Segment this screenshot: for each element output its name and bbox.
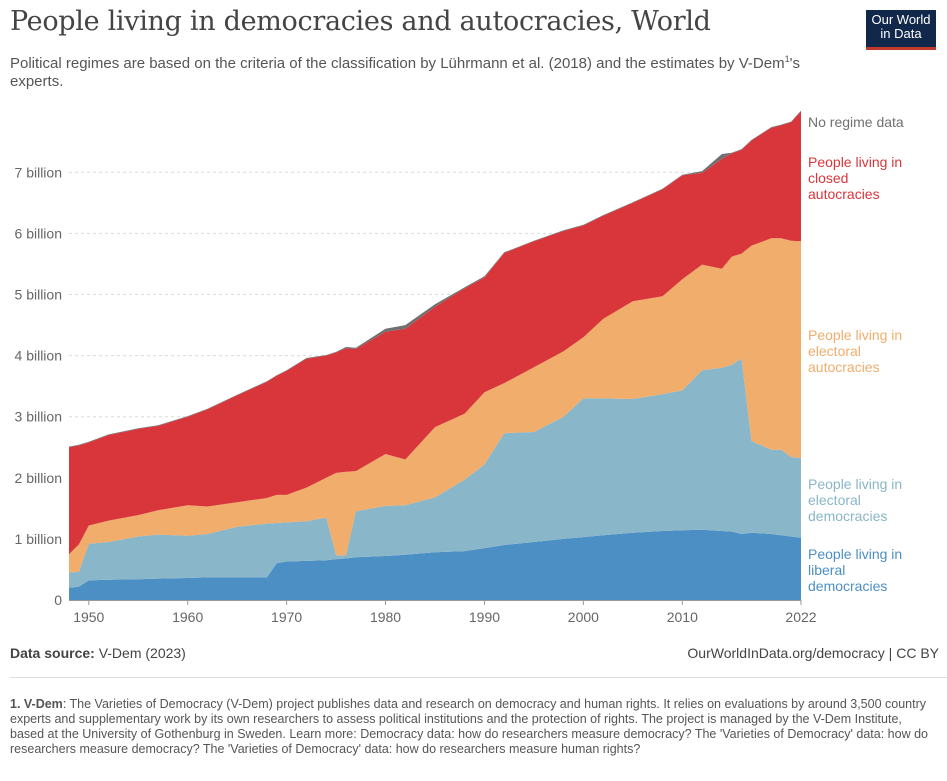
subtitle-text-end: 's experts.: [10, 55, 800, 90]
x-tick-label: 2010: [667, 609, 698, 625]
series-label-electoral-democracy: People living in electoral democracies: [808, 476, 902, 524]
area-liberal[interactable]: [69, 529, 801, 600]
area-electoral-autocracy[interactable]: [69, 238, 801, 573]
series-label-line: People living in: [808, 546, 902, 562]
series-label-line: liberal: [808, 562, 845, 578]
source-url[interactable]: OurWorldInData.org/democracy | CC BY: [687, 645, 939, 661]
y-tick-label: 6 billion: [15, 225, 62, 241]
x-tick-label: 1990: [469, 609, 500, 625]
x-tick-label: 1950: [73, 609, 104, 625]
area-electoral-democracy[interactable]: [69, 358, 801, 588]
x-tick-label: 1970: [271, 609, 302, 625]
area-series-group[interactable]: [69, 110, 801, 600]
series-label-line: electoral: [808, 492, 861, 508]
series-label-line: People living in: [808, 327, 902, 343]
y-tick-label: 5 billion: [15, 287, 62, 303]
footnote-label: 1. V-Dem: [10, 697, 63, 711]
series-label-electoral-autocracy: People living in electoral autocracies: [808, 327, 902, 375]
footer-divider: [10, 677, 947, 678]
y-tick-label: 2 billion: [15, 470, 62, 486]
logo-accent-bar: [866, 47, 936, 50]
axes: 0 1 billion 2 billion 3 billion 4 billion 5 b…: [15, 164, 817, 625]
logo-line-2: in Data: [880, 26, 922, 41]
y-tick-label: 1 billion: [15, 531, 62, 547]
subtitle-text: Political regimes are based on the crite…: [10, 55, 785, 72]
data-source-value[interactable]: V-Dem (2023): [98, 645, 186, 661]
data-source-label: Data source:: [10, 645, 95, 661]
x-tick-label: 2000: [568, 609, 599, 625]
series-label-line: electoral: [808, 343, 861, 359]
x-tick-label: 2022: [785, 609, 816, 625]
y-tick-label: 7 billion: [15, 164, 62, 180]
series-label-line: autocracies: [808, 359, 880, 375]
series-label-line: autocracies: [808, 186, 880, 202]
logo-line-1: Our World: [871, 12, 931, 27]
series-label-line: democracies: [808, 508, 887, 524]
area-closed-autocracy[interactable]: [69, 111, 801, 555]
series-label-liberal: People living in liberal democracies: [808, 546, 902, 594]
chart-subtitle: Political regimes are based on the crite…: [10, 50, 830, 91]
series-label-line: People living in: [808, 476, 902, 492]
series-label-line: closed: [808, 170, 848, 186]
footnote-marker[interactable]: 1: [784, 54, 790, 64]
y-tick-label: 0: [54, 592, 62, 608]
stacked-area-chart[interactable]: 0 1 billion 2 billion 3 billion 4 billion 5 b…: [0, 0, 947, 640]
series-label-no-data: No regime data: [808, 114, 904, 130]
series-label-line: No regime data: [808, 114, 904, 130]
data-source: Data source: V-Dem (2023): [10, 645, 186, 661]
owid-logo[interactable]: Our World in Data: [866, 10, 936, 50]
x-tick-label: 1960: [172, 609, 203, 625]
chart-title: People living in democracies and autocra…: [10, 6, 711, 37]
footnote: 1. V-Dem: The Varieties of Democracy (V-…: [10, 697, 935, 757]
series-label-line: People living in: [808, 154, 902, 170]
series-label-line: democracies: [808, 578, 887, 594]
footnote-text: : The Varieties of Democracy (V-Dem) pro…: [10, 697, 928, 756]
y-tick-label: 4 billion: [15, 348, 62, 364]
x-tick-label: 1980: [370, 609, 401, 625]
y-tick-label: 3 billion: [15, 409, 62, 425]
series-label-closed-autocracy: People living in closed autocracies: [808, 154, 902, 202]
